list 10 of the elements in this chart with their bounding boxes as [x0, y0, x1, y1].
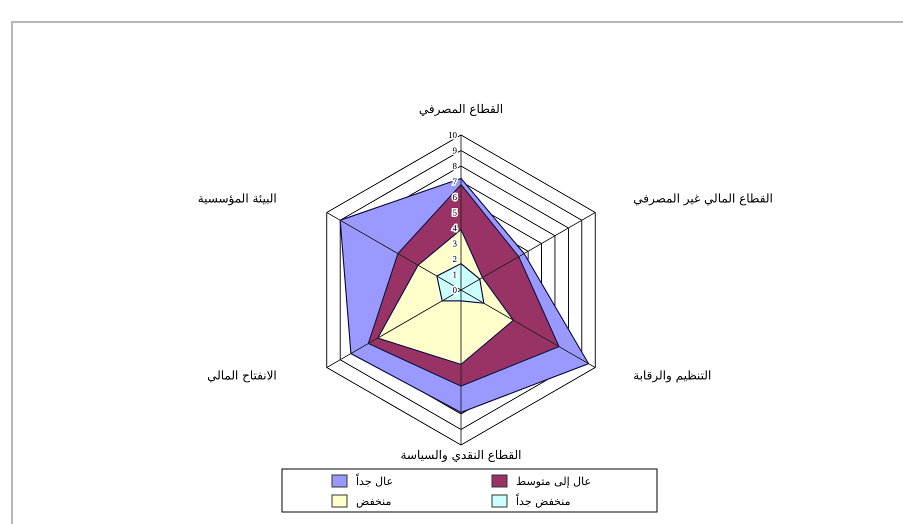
spoke-label: القطاع المالي غير المصرفي: [633, 192, 773, 206]
spoke-label: الانفتاح المالي: [207, 368, 277, 382]
spoke-label: التنظيم والرقابة: [633, 368, 712, 382]
legend-label: عال إلى متوسط: [516, 475, 592, 488]
legend-label: منخفض جداً: [516, 492, 571, 508]
spoke-label: البيئة المؤسسية: [198, 192, 277, 206]
spoke-label: القطاع المصرفي: [418, 102, 504, 116]
legend-label: عال جداً: [356, 472, 394, 488]
legend-label: منخفض: [356, 495, 392, 508]
spoke-label: القطاع النقدي والسياسة: [400, 448, 522, 462]
